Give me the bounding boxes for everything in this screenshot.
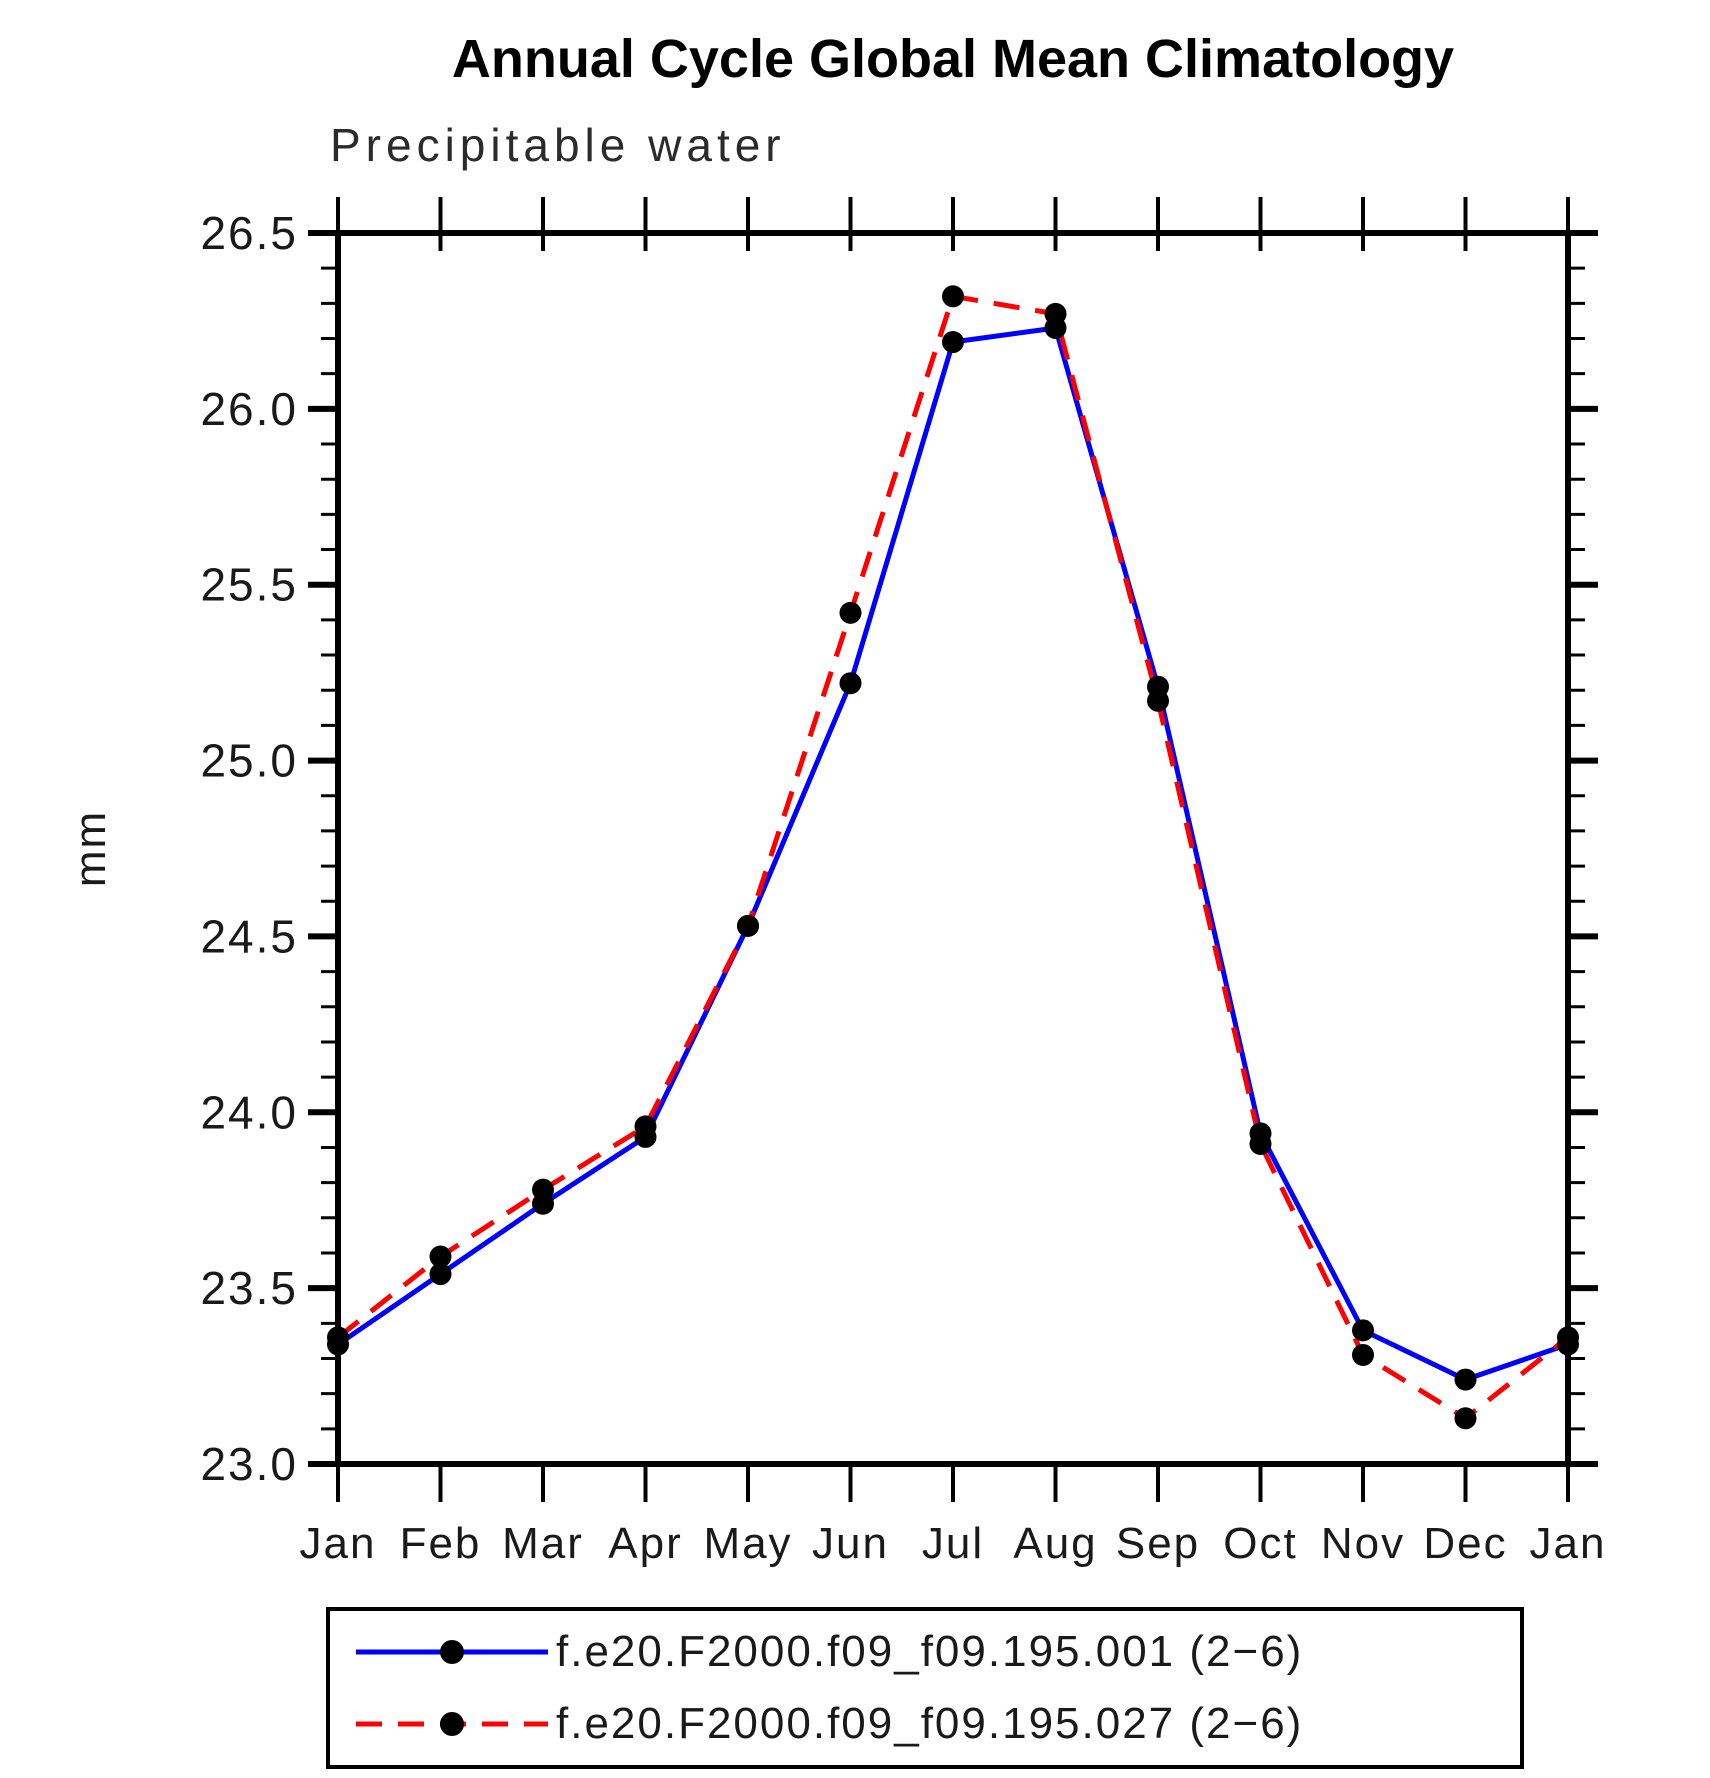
data-point xyxy=(1249,1132,1272,1155)
data-point xyxy=(1454,1407,1477,1430)
x-axis-tick-label: Oct xyxy=(1223,1519,1297,1568)
data-point xyxy=(1557,1326,1579,1349)
data-point xyxy=(429,1263,452,1286)
y-axis-tick-label: 25.0 xyxy=(200,735,298,787)
x-axis-tick-label: Sep xyxy=(1116,1519,1200,1568)
data-point xyxy=(634,1115,657,1138)
x-axis-tick-label: Jan xyxy=(300,1519,377,1568)
data-point xyxy=(737,914,759,937)
data-point xyxy=(327,1326,349,1349)
legend-sample-dashed-line-icon xyxy=(356,1712,548,1737)
data-point xyxy=(839,601,862,624)
series-line-0 xyxy=(336,325,1569,1383)
x-axis-tick-label: Feb xyxy=(400,1519,482,1568)
x-axis-tick-label: Jun xyxy=(812,1519,889,1568)
data-point xyxy=(1352,1343,1374,1366)
chart-title: Annual Cycle Global Mean Climatology xyxy=(451,29,1455,89)
x-axis-tick-label: Nov xyxy=(1321,1519,1405,1568)
y-axis-label: mm xyxy=(66,810,115,887)
legend-label: f.e20.F2000.f09_f09.195.027 (2−6) xyxy=(556,1699,1304,1749)
data-point xyxy=(1044,302,1067,325)
x-axis-tick-label: Apr xyxy=(608,1519,682,1568)
plot-frame xyxy=(335,230,1571,1467)
x-axis-tick-label: Dec xyxy=(1423,1519,1507,1568)
y-axis-tick-label: 26.0 xyxy=(200,383,298,435)
legend-label: f.e20.F2000.f09_f09.195.001 (2−6) xyxy=(556,1626,1304,1676)
x-axis-tick-label: Jan xyxy=(1530,1519,1607,1568)
y-axis-tick-label: 25.5 xyxy=(200,559,298,611)
y-axis-tick-label: 24.0 xyxy=(200,1086,298,1138)
series-line-1 xyxy=(336,293,1570,1421)
legend-item-001: f.e20.F2000.f09_f09.195.001 (2−6) xyxy=(352,1620,1520,1684)
y-axis-tick-label: 26.5 xyxy=(200,207,298,259)
data-point xyxy=(839,672,862,695)
data-point xyxy=(1352,1319,1374,1342)
x-axis-tick-label: Aug xyxy=(1013,1519,1097,1568)
legend-sample-solid-line-icon xyxy=(356,1639,548,1664)
y-axis-tick-label: 24.5 xyxy=(200,910,298,962)
data-point xyxy=(532,1178,554,1201)
data-point xyxy=(942,331,964,354)
legend: f.e20.F2000.f09_f09.195.001 (2−6) f.e20.… xyxy=(326,1607,1524,1769)
x-axis-tick-label: Jul xyxy=(922,1519,984,1568)
data-point xyxy=(942,285,964,308)
y-axis-tick-label: 23.5 xyxy=(200,1262,298,1314)
data-point xyxy=(1147,689,1169,712)
data-point xyxy=(1454,1368,1477,1391)
data-point xyxy=(429,1245,452,1268)
chart-subtitle: Precipitable water xyxy=(330,119,786,171)
y-axis-tick-label: 23.0 xyxy=(200,1438,298,1490)
x-axis-tick-label: May xyxy=(703,1519,792,1568)
x-axis-tick-label: Mar xyxy=(502,1519,584,1568)
legend-item-027: f.e20.F2000.f09_f09.195.027 (2−6) xyxy=(352,1692,1520,1756)
